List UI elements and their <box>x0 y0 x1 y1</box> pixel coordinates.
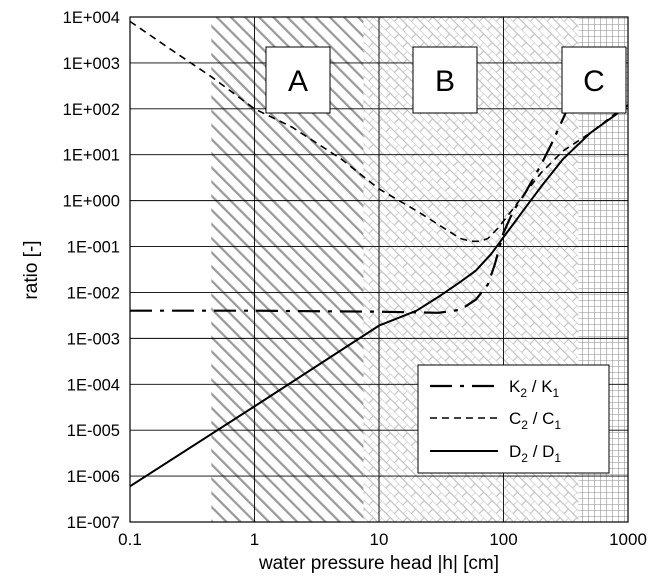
y-tick-label: 1E-004 <box>67 376 120 394</box>
region-c-label: C <box>583 65 605 98</box>
y-tick-label: 1E-007 <box>67 514 120 532</box>
x-tick-label: 0.1 <box>118 530 142 549</box>
legend: K2 / K1 C2 / C1 D2 / D1 <box>417 364 610 474</box>
region-c-label-box <box>561 46 627 114</box>
x-axis-label: water pressure head |h| [cm] <box>258 553 499 574</box>
region-b-label-box <box>412 46 478 114</box>
y-tick-label: 1E-005 <box>67 422 120 440</box>
plot-frame <box>129 16 629 523</box>
y-tick-label: 1E+004 <box>63 9 120 27</box>
region-a-label-box <box>265 46 331 114</box>
series-line-d <box>130 104 628 488</box>
y-tick-label: 1E+002 <box>63 101 120 119</box>
series-line-c <box>130 20 628 243</box>
legend-label-k: K2 / K1 <box>509 377 560 400</box>
y-tick-labels: 1E-007 1E-006 1E-005 1E-004 1E-003 1E-002 1E-0… <box>63 9 120 532</box>
series-line-k <box>130 100 573 314</box>
y-tick-label: 1E+000 <box>63 193 120 211</box>
legend-label-c: C2 / C1 <box>509 409 561 432</box>
legend-label-d: D2 / D1 <box>509 442 561 465</box>
series-lines <box>130 20 628 488</box>
x-tick-label: 1000 <box>609 530 647 549</box>
y-tick-label: 1E+001 <box>63 147 120 165</box>
y-axis-label: ratio [-] <box>21 240 42 299</box>
region-b-label: B <box>435 65 455 98</box>
region-a-label: A <box>288 65 308 98</box>
y-tick-label: 1E-002 <box>67 284 120 302</box>
y-tick-label: 1E-003 <box>67 330 120 348</box>
y-tick-label: 1E-006 <box>67 468 120 486</box>
x-tick-labels: 0.1 1 10 100 1000 <box>118 530 647 549</box>
x-tick-label: 100 <box>489 530 517 549</box>
region-labels: A B C <box>265 46 627 114</box>
x-tick-label: 1 <box>250 530 259 549</box>
y-tick-label: 1E-001 <box>67 239 120 257</box>
legend-box <box>417 364 610 474</box>
x-tick-label: 10 <box>370 530 389 549</box>
y-tick-label: 1E+003 <box>63 55 120 73</box>
